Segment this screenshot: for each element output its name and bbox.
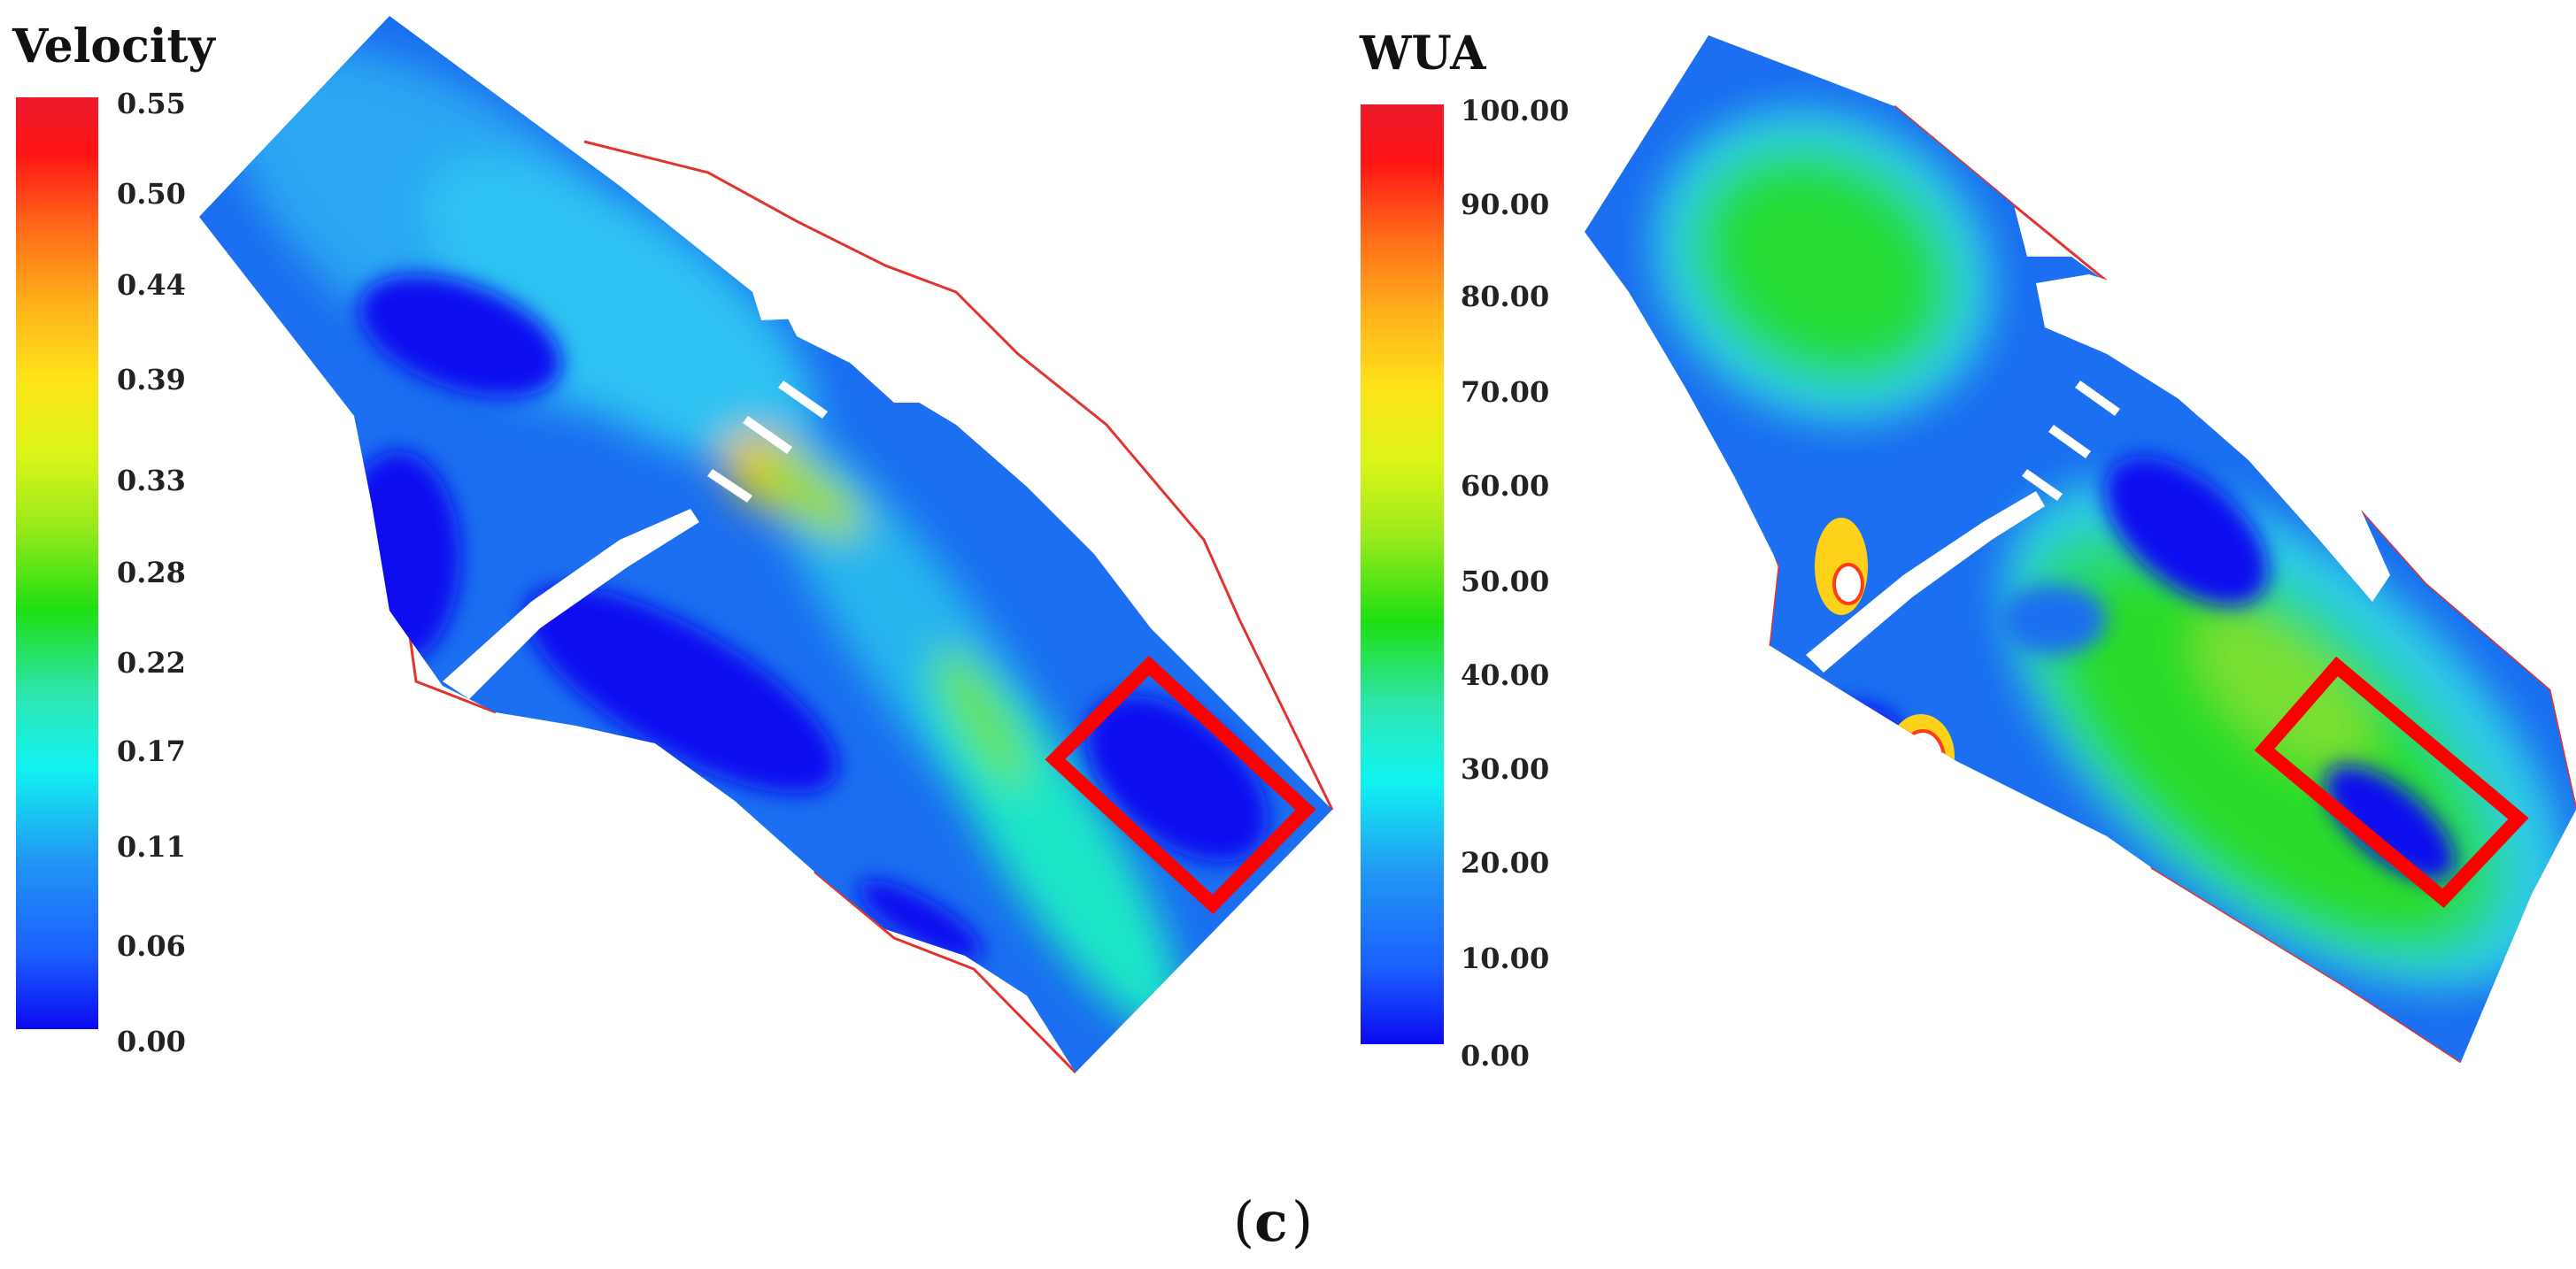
wua-tick-label: 60.00	[1461, 469, 1549, 503]
caption-paren-open: (	[1233, 1189, 1254, 1254]
velocity-tick-label: 0.33	[117, 464, 186, 497]
wua-field-map	[1585, 35, 2576, 1064]
right-hotspot-2-core	[1900, 729, 1946, 789]
velocity-tick-label: 0.28	[117, 556, 186, 589]
left-groin-1	[778, 381, 828, 419]
left-groin-3	[707, 469, 752, 503]
right-groin-3	[2022, 469, 2063, 501]
wua-tick-label: 50.00	[1461, 565, 1549, 598]
wua-tick-label: 70.00	[1461, 375, 1549, 409]
right-highlight-box	[2254, 656, 2529, 908]
velocity-tick-labels: 0.55 0.50 0.44 0.39 0.33 0.28 0.22 0.17 …	[117, 87, 186, 1058]
wua-tick-label: 100.00	[1461, 94, 1569, 127]
wua-tick-labels: 100.00 90.00 80.00 70.00 60.00 50.00 40.…	[1461, 94, 1569, 1073]
right-hotspot-2	[1887, 714, 1955, 799]
wua-tick-label: 80.00	[1461, 280, 1549, 313]
wua-tick-label: 0.00	[1461, 1039, 1530, 1073]
velocity-tick-label: 0.00	[117, 1025, 186, 1058]
velocity-tick-label: 0.22	[117, 646, 186, 680]
velocity-field-map	[199, 16, 1334, 1074]
wua-legend-title: WUA	[1359, 27, 1486, 81]
velocity-tick-label: 0.39	[117, 363, 186, 396]
velocity-tick-label: 0.17	[117, 734, 186, 768]
right-groin-2	[2048, 425, 2091, 458]
left-island	[779, 283, 1177, 619]
velocity-legend-title: Velocity	[12, 19, 217, 73]
right-weir	[1806, 491, 2045, 673]
wua-tick-label: 20.00	[1461, 846, 1549, 880]
right-groin-1	[2075, 381, 2120, 416]
wua-tick-label: 10.00	[1461, 942, 1549, 975]
velocity-color-scale	[16, 97, 98, 1029]
caption-paren-close: )	[1292, 1189, 1313, 1254]
wua-color-scale	[1361, 104, 1444, 1044]
velocity-tick-label: 0.55	[117, 87, 186, 120]
left-weir	[443, 509, 699, 699]
caption-letter: c	[1254, 1189, 1288, 1254]
figure-caption: ( c )	[1233, 1189, 1313, 1254]
velocity-tick-label: 0.06	[117, 929, 186, 963]
velocity-tick-label: 0.11	[117, 830, 186, 864]
right-island	[2036, 274, 2390, 602]
velocity-tick-label: 0.44	[117, 268, 186, 302]
wua-tick-label: 90.00	[1461, 188, 1549, 221]
left-highlight-box	[1045, 655, 1316, 915]
wua-tick-label: 30.00	[1461, 752, 1549, 786]
velocity-tick-label: 0.50	[117, 177, 186, 211]
right-hotspot-1-core	[1832, 563, 1864, 605]
left-groin-2	[743, 416, 792, 454]
wua-tick-label: 40.00	[1461, 658, 1549, 692]
